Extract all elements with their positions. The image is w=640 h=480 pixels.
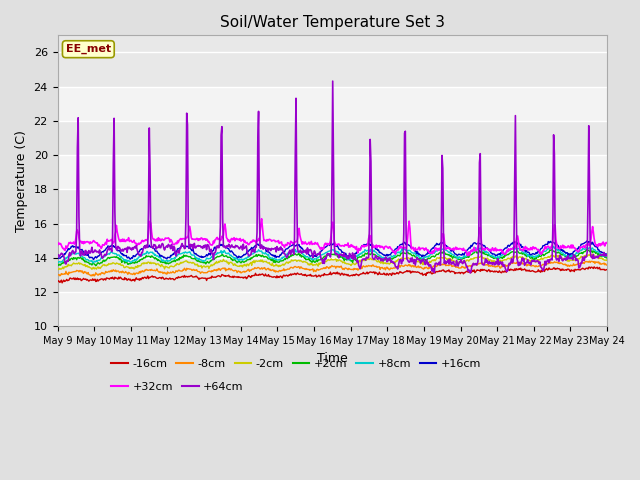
+2cm bbox=[92, 263, 100, 269]
+32cm bbox=[258, 216, 266, 222]
+32cm bbox=[176, 237, 184, 242]
+16cm bbox=[54, 256, 61, 262]
+2cm bbox=[63, 258, 71, 264]
-16cm bbox=[400, 270, 408, 276]
+8cm bbox=[206, 256, 214, 262]
Line: -16cm: -16cm bbox=[58, 267, 607, 283]
Line: -8cm: -8cm bbox=[58, 261, 607, 276]
+64cm bbox=[120, 247, 128, 252]
-2cm bbox=[120, 264, 128, 270]
Line: +2cm: +2cm bbox=[58, 249, 607, 266]
-8cm bbox=[416, 264, 424, 270]
-8cm bbox=[87, 273, 95, 279]
Bar bbox=[58, 224, 607, 258]
+16cm bbox=[416, 252, 424, 258]
+2cm bbox=[400, 251, 408, 256]
+32cm bbox=[120, 237, 128, 242]
-8cm bbox=[121, 270, 129, 276]
-16cm bbox=[65, 277, 72, 283]
+16cm bbox=[604, 251, 611, 257]
-16cm bbox=[604, 267, 611, 273]
+16cm bbox=[121, 253, 129, 259]
-8cm bbox=[54, 272, 61, 277]
+64cm bbox=[604, 253, 611, 259]
-2cm bbox=[399, 256, 407, 262]
-2cm bbox=[63, 264, 71, 269]
-2cm bbox=[176, 261, 184, 267]
+64cm bbox=[176, 246, 184, 252]
Bar bbox=[58, 292, 607, 326]
-2cm bbox=[415, 259, 423, 265]
Line: -2cm: -2cm bbox=[58, 254, 607, 270]
+32cm bbox=[63, 244, 71, 250]
+32cm bbox=[205, 239, 212, 244]
-2cm bbox=[54, 267, 61, 273]
-2cm bbox=[205, 266, 212, 272]
+8cm bbox=[54, 259, 61, 264]
+2cm bbox=[416, 255, 424, 261]
+16cm bbox=[206, 251, 214, 257]
+16cm bbox=[90, 257, 97, 263]
X-axis label: Time: Time bbox=[317, 352, 348, 365]
+8cm bbox=[90, 260, 97, 266]
+8cm bbox=[604, 253, 611, 259]
+64cm bbox=[54, 252, 61, 258]
-8cm bbox=[604, 263, 611, 268]
+32cm bbox=[54, 240, 61, 245]
Line: +8cm: +8cm bbox=[58, 246, 607, 263]
+16cm bbox=[584, 238, 591, 244]
+32cm bbox=[416, 247, 424, 253]
Bar bbox=[58, 155, 607, 190]
-16cm bbox=[177, 275, 184, 280]
Line: +64cm: +64cm bbox=[58, 81, 607, 273]
-8cm bbox=[586, 258, 593, 264]
-8cm bbox=[177, 268, 184, 274]
+8cm bbox=[550, 243, 557, 249]
+32cm bbox=[400, 245, 408, 251]
+64cm bbox=[416, 257, 424, 263]
Text: EE_met: EE_met bbox=[66, 44, 111, 54]
+8cm bbox=[400, 246, 408, 252]
-2cm bbox=[589, 252, 596, 257]
+8cm bbox=[63, 255, 71, 261]
Legend: +32cm, +64cm: +32cm, +64cm bbox=[107, 378, 248, 396]
-8cm bbox=[206, 268, 214, 274]
-16cm bbox=[416, 270, 424, 276]
+2cm bbox=[604, 255, 611, 261]
-8cm bbox=[63, 270, 71, 276]
+8cm bbox=[416, 255, 424, 261]
-16cm bbox=[590, 264, 598, 270]
Y-axis label: Temperature (C): Temperature (C) bbox=[15, 130, 28, 232]
+8cm bbox=[121, 256, 129, 262]
+2cm bbox=[177, 256, 184, 262]
-16cm bbox=[121, 275, 129, 280]
+64cm bbox=[467, 270, 474, 276]
+2cm bbox=[121, 260, 129, 266]
-16cm bbox=[206, 275, 214, 281]
-2cm bbox=[604, 257, 611, 263]
+2cm bbox=[54, 263, 61, 269]
+16cm bbox=[400, 240, 408, 246]
Line: +32cm: +32cm bbox=[58, 219, 607, 256]
+32cm bbox=[464, 253, 472, 259]
-16cm bbox=[54, 279, 61, 285]
+64cm bbox=[329, 78, 337, 84]
+2cm bbox=[206, 259, 214, 265]
Bar bbox=[58, 87, 607, 121]
+64cm bbox=[63, 258, 71, 264]
+8cm bbox=[177, 251, 184, 257]
+64cm bbox=[400, 230, 408, 236]
Line: +16cm: +16cm bbox=[58, 241, 607, 260]
+2cm bbox=[582, 246, 590, 252]
Title: Soil/Water Temperature Set 3: Soil/Water Temperature Set 3 bbox=[220, 15, 445, 30]
+32cm bbox=[604, 240, 611, 246]
-8cm bbox=[400, 264, 408, 269]
+16cm bbox=[63, 248, 71, 253]
+16cm bbox=[177, 244, 184, 250]
-16cm bbox=[58, 280, 66, 286]
+64cm bbox=[205, 243, 212, 249]
